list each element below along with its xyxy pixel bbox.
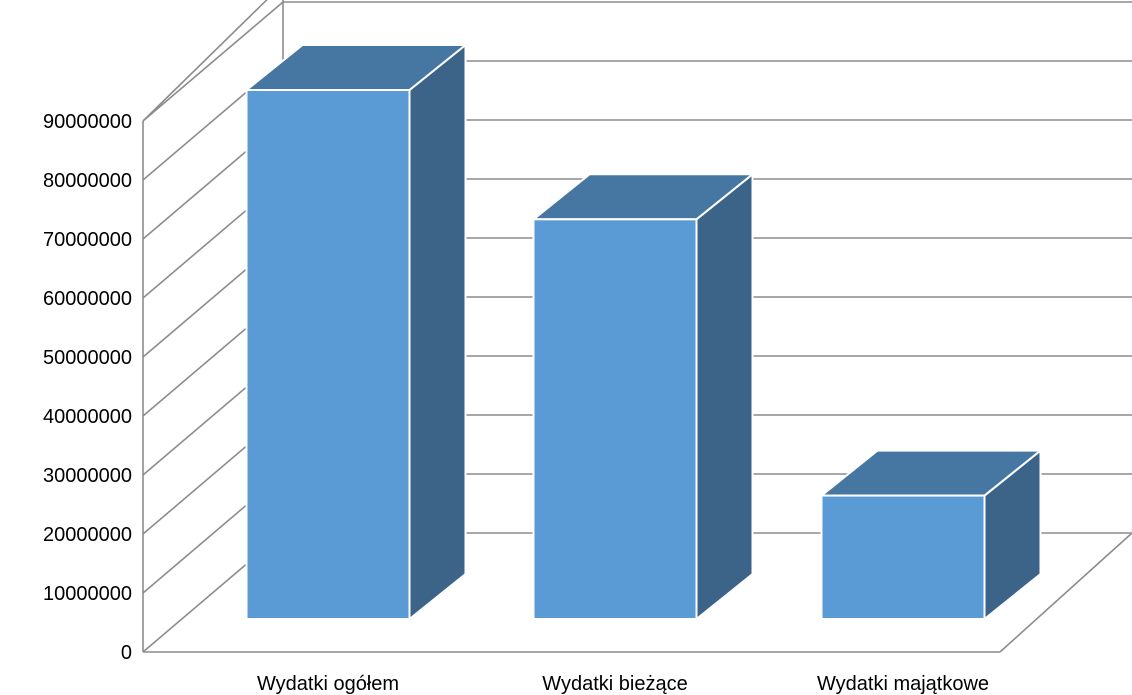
bar <box>530 172 756 622</box>
floor-right-edge <box>999 532 1132 653</box>
y-tick-label: 60000000 <box>43 288 132 310</box>
y-tick-label: 80000000 <box>43 170 132 192</box>
x-axis-labels: Wydatki ogółem Wydatki bieżące Wydatki maj… <box>257 673 989 695</box>
bar <box>818 448 1044 622</box>
bar <box>243 42 469 622</box>
y-tick-label: 40000000 <box>43 406 132 428</box>
bar-front-face <box>245 89 411 620</box>
y-tick-label: 20000000 <box>43 524 132 546</box>
bar-side-face <box>695 172 754 622</box>
x-category-label: Wydatki ogółem <box>257 673 399 695</box>
gridline-side <box>142 1 284 122</box>
y-tick-label: 0 <box>121 642 132 664</box>
bar-front-face <box>820 494 986 621</box>
bar-front-face <box>532 218 698 621</box>
bar-side-face <box>408 42 467 622</box>
y-tick-label: 50000000 <box>43 347 132 369</box>
y-axis-ticks: 0 10000000 20000000 30000000 40000000 5000000… <box>43 111 132 664</box>
x-category-label: Wydatki bieżące <box>542 673 687 695</box>
x-category-label: Wydatki majątkowe <box>817 673 989 695</box>
y-tick-label: 70000000 <box>43 229 132 251</box>
bars <box>243 42 1044 622</box>
y-tick-label: 10000000 <box>43 583 132 605</box>
y-tick-label: 30000000 <box>43 465 132 487</box>
left-wall-top-edge <box>142 0 268 122</box>
y-tick-label: 90000000 <box>43 111 132 133</box>
